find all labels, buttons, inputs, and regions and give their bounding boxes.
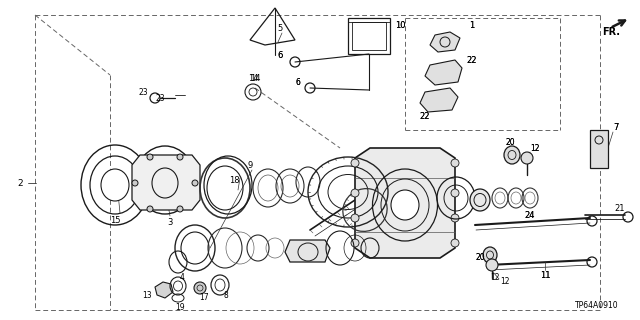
Polygon shape — [355, 148, 455, 258]
Bar — [348, 18, 390, 54]
Ellipse shape — [483, 247, 497, 263]
Text: 11: 11 — [540, 270, 550, 279]
Text: 7: 7 — [613, 123, 619, 132]
Text: 15: 15 — [109, 215, 120, 225]
Text: 22: 22 — [420, 111, 430, 121]
Polygon shape — [155, 282, 173, 298]
Polygon shape — [420, 88, 458, 112]
Text: 20: 20 — [475, 253, 485, 262]
Text: 20: 20 — [505, 138, 515, 147]
Text: 22: 22 — [420, 111, 430, 121]
Polygon shape — [132, 155, 200, 210]
Circle shape — [351, 239, 359, 247]
Ellipse shape — [391, 190, 419, 220]
Text: 24: 24 — [525, 211, 535, 220]
Text: 23: 23 — [138, 87, 148, 97]
Text: TP64A0910: TP64A0910 — [575, 300, 619, 309]
Text: 14: 14 — [248, 74, 259, 83]
Circle shape — [132, 180, 138, 186]
Text: 5: 5 — [277, 23, 283, 33]
Text: 3: 3 — [167, 218, 173, 227]
Polygon shape — [285, 240, 330, 262]
Circle shape — [147, 206, 153, 212]
Text: 12: 12 — [531, 143, 540, 153]
Circle shape — [192, 180, 198, 186]
Text: 2: 2 — [17, 179, 23, 188]
Text: 1: 1 — [469, 20, 475, 29]
Ellipse shape — [504, 146, 520, 164]
Text: 17: 17 — [199, 292, 209, 301]
Text: 12: 12 — [490, 274, 500, 283]
Circle shape — [351, 159, 359, 167]
Text: 6: 6 — [295, 77, 300, 86]
Circle shape — [451, 189, 459, 197]
Text: 10: 10 — [395, 20, 405, 29]
Text: 12: 12 — [531, 143, 540, 153]
Text: 12: 12 — [500, 277, 509, 286]
Circle shape — [486, 259, 498, 271]
Polygon shape — [430, 32, 460, 52]
Text: 23: 23 — [155, 93, 165, 102]
Circle shape — [451, 214, 459, 222]
Text: 18: 18 — [228, 175, 239, 185]
Text: 13: 13 — [142, 292, 152, 300]
Text: 20: 20 — [475, 253, 485, 262]
Circle shape — [521, 152, 533, 164]
Text: 6: 6 — [295, 77, 300, 86]
Ellipse shape — [470, 189, 490, 211]
Text: 14: 14 — [250, 74, 260, 83]
Text: 22: 22 — [467, 55, 477, 65]
Polygon shape — [590, 130, 608, 168]
Text: 9: 9 — [248, 161, 253, 170]
Ellipse shape — [101, 169, 129, 201]
Text: 4: 4 — [180, 274, 184, 283]
Circle shape — [194, 282, 206, 294]
Text: 20: 20 — [505, 138, 515, 147]
Circle shape — [451, 159, 459, 167]
Text: 24: 24 — [525, 211, 535, 220]
Bar — [352, 22, 386, 50]
Text: 10: 10 — [395, 20, 405, 29]
Circle shape — [351, 189, 359, 197]
Text: 8: 8 — [223, 292, 228, 300]
Text: 7: 7 — [613, 123, 619, 132]
Text: FR.: FR. — [602, 27, 620, 37]
Text: 11: 11 — [540, 270, 550, 279]
Text: 22: 22 — [467, 55, 477, 65]
Text: 6: 6 — [277, 51, 283, 60]
Circle shape — [451, 239, 459, 247]
Circle shape — [147, 154, 153, 160]
Text: 1: 1 — [469, 20, 475, 29]
Circle shape — [351, 214, 359, 222]
Circle shape — [177, 206, 183, 212]
Text: 6: 6 — [277, 51, 283, 60]
Text: 21: 21 — [615, 204, 625, 212]
Polygon shape — [425, 60, 462, 85]
Text: 19: 19 — [175, 302, 185, 311]
Circle shape — [177, 154, 183, 160]
